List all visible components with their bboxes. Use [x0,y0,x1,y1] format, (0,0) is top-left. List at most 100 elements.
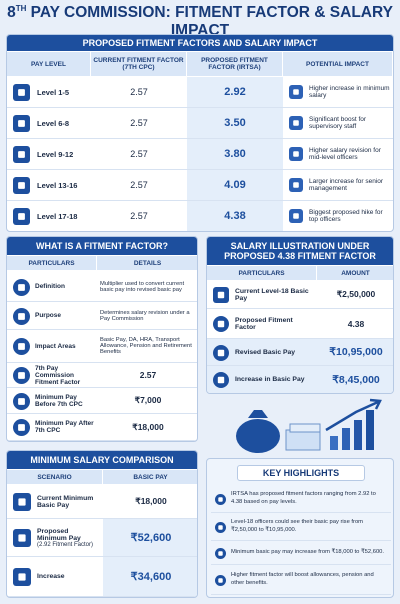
proposed-factor: 4.09 [187,170,283,201]
particular-label: Impact Areas [35,342,76,350]
detail-cell: ₹18,000 [97,414,197,441]
title-number: 8 [7,4,16,22]
growth-bar [354,420,362,450]
scenario-cell: Increase [7,557,103,597]
impact-text: Biggest proposed hike for top officers [309,209,383,223]
column-header: POTENTIAL IMPACT [283,52,393,76]
icon [215,574,226,586]
impact-text: Larger increase for senior management [309,178,384,192]
impact-cell: Biggest proposed hike for top officers [283,201,393,231]
icon [13,568,31,586]
icon-glyph [18,372,25,379]
particular-cell: Definition [7,272,97,302]
icon [13,177,30,194]
particular-label: Purpose [35,312,62,319]
fitment-table: PROPOSED FITMENT FACTORS AND SALARY IMPA… [6,34,394,232]
particular-label: Revised Basic Pay [235,348,296,356]
icon-glyph [18,534,26,542]
pay-cell: ₹34,600 [103,557,197,597]
cash-stack [289,423,321,433]
column-header: AMOUNT [317,266,393,280]
level-label: Level 17-18 [37,211,78,221]
icon [13,529,31,547]
icon-glyph [18,343,25,350]
icon [13,493,31,511]
impact-text: Significant boost for supervisory staff [309,116,367,130]
icon [215,547,226,559]
money-bag [236,419,280,453]
icon-glyph [18,498,26,506]
icon [13,278,30,296]
level-label: Level 6-8 [37,118,70,128]
highlight-text: Level-18 officers could see their basic … [231,518,363,533]
current-factor: 2.57 [91,201,187,231]
column-header: PAY LEVEL [7,52,91,76]
amount-cell: ₹2,50,000 [317,281,393,309]
table-title: WHAT IS A FITMENT FACTOR? [7,237,197,255]
icon [13,146,30,163]
icon-glyph [218,524,223,530]
growth-bar [366,410,374,450]
level-label: Level 9-12 [37,149,74,159]
detail-cell: 2.57 [97,363,197,388]
particular-label: Increase in Basic Pay [235,376,305,383]
detail-cell: Determines salary revision under a Pay C… [97,302,197,330]
particular-label: 7th Pay Commission Fitment Factor [35,364,81,386]
icon-glyph [218,550,223,556]
level-label: Level 13-16 [37,180,78,190]
icon [289,209,303,223]
icon [213,372,229,388]
icon-glyph [217,291,225,299]
proposed-factor: 2.92 [187,77,283,108]
icon-glyph [18,424,25,431]
particular-label: Minimum Pay After 7th CPC [35,420,94,434]
cash-stack [285,429,321,451]
icon-glyph [18,182,25,189]
pay-cell: ₹18,000 [103,485,197,519]
impact-cell: Significant boost for supervisory staff [283,108,393,139]
current-factor: 2.57 [91,108,187,139]
highlight-item: Minimum basic pay may increase from ₹18,… [211,541,391,565]
highlight-item: Higher fitment factor will boost allowan… [211,565,391,595]
column-header: PARTICULARS [7,256,97,270]
scenario-label: Increase [37,573,65,580]
icon-glyph [218,496,223,502]
icon [13,367,30,384]
minimum-salary-table: MINIMUM SALARY COMPARISON SCENARIO BASIC P… [6,450,198,598]
scenario-label: Current Minimum Basic Pay [37,494,94,509]
amount-cell: ₹10,95,000 [317,339,393,366]
icon [289,85,303,99]
icon [213,316,229,332]
icon-glyph [218,577,223,583]
impact-text: Higher salary revision for mid-level off… [309,147,381,161]
level-cell: Level 9-12 [7,139,91,170]
detail-cell: Multiplier used to convert current basic… [97,272,197,302]
icon-glyph [18,283,25,291]
level-cell: Level 13-16 [7,170,91,201]
growth-arrow [325,398,382,432]
particular-cell: Revised Basic Pay [207,339,317,366]
highlight-item: IRTSA has proposed fitment factors rangi… [211,485,391,513]
current-factor: 2.57 [91,139,187,170]
definition-table: WHAT IS A FITMENT FACTOR? PARTICULARS DETA… [6,236,198,442]
icon [213,344,229,361]
icon-glyph [18,397,25,405]
particular-cell: Impact Areas [7,330,97,363]
impact-cell: Larger increase for senior management [283,170,393,201]
scenario-label: Proposed Minimum Pay [37,527,81,542]
column-header: DETAILS [97,256,197,270]
proposed-factor: 4.38 [187,201,283,231]
scenario-note: (2.92 Fitment Factor) [37,541,94,548]
key-highlights: KEY HIGHLIGHTS IRTSA has proposed fitment… [206,458,394,598]
growth-bar [342,428,350,450]
level-cell: Level 1-5 [7,77,91,108]
title-suffix: TH [15,4,27,13]
icon-glyph [18,120,25,127]
column-header: CURRENT FITMENT FACTOR (7TH CPC) [91,52,187,76]
icon-glyph [217,376,225,384]
table-title: MINIMUM SALARY COMPARISON [7,451,197,469]
icon [215,493,226,505]
particular-cell: 7th Pay Commission Fitment Factor [7,363,97,388]
proposed-factor: 3.80 [187,139,283,170]
highlight-text: Higher fitment factor will boost allowan… [231,571,374,586]
